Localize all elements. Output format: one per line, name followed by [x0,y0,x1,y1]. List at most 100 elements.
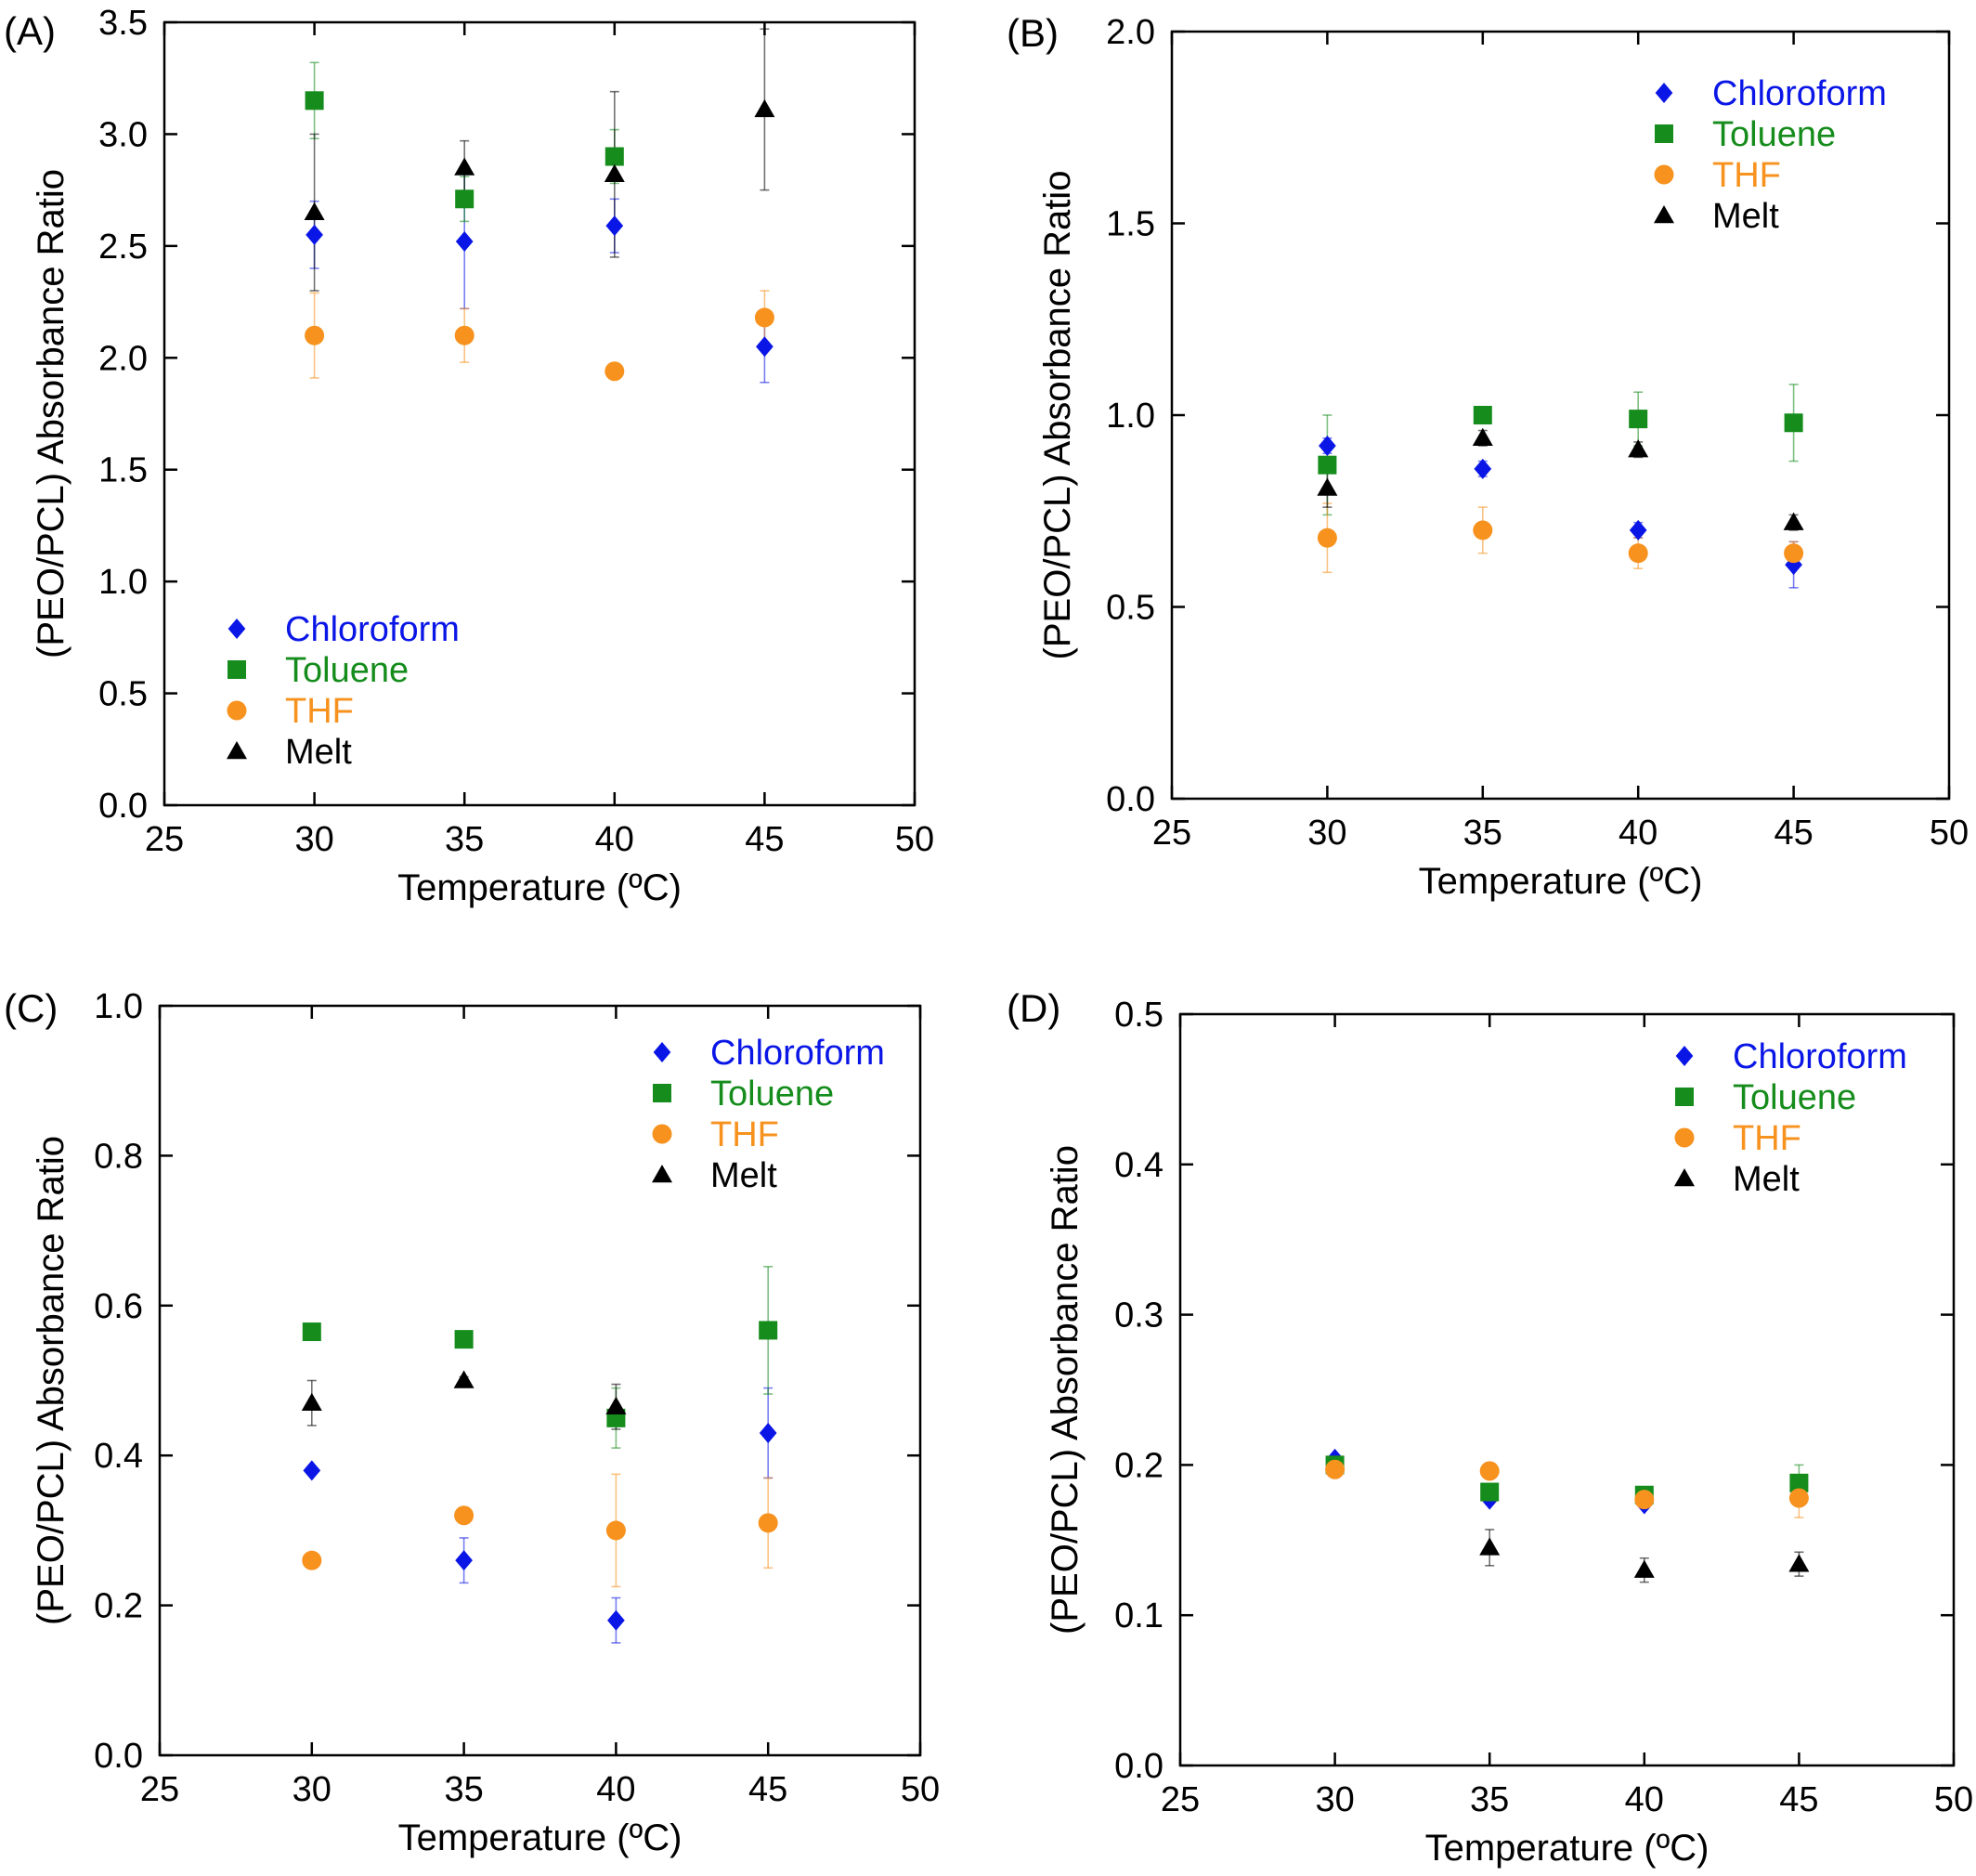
melt-point [453,1370,474,1388]
x-tick-label: 25 [145,820,184,859]
y-tick-label: 0.2 [94,1587,143,1626]
y-tick-label: 1.5 [98,451,148,490]
y-tick-label: 0.4 [1114,1146,1164,1185]
panel-b: (B) 25 30 35 40 45 50 0.0 0.5 1.0 1.5 2.0 Temperatur… [1007,11,1969,902]
melt-point [1633,1559,1655,1578]
melt-point [605,1396,627,1414]
chloroform-point [759,1422,777,1443]
melt-point [1788,1554,1810,1572]
melt-point [1472,427,1493,447]
melt-point [1317,477,1338,496]
y-tick-label: 0.6 [94,1287,143,1326]
x-tick-label: 50 [1934,1780,1973,1819]
toluene-point [1480,1482,1500,1502]
legend-melt-marker [1674,1168,1695,1187]
legend-thf-label: THF [710,1115,779,1154]
x-tick-label: 45 [748,1770,787,1809]
x-tick-label: 25 [1152,814,1191,853]
x-axis-label: Temperature (ºC) [397,867,682,908]
y-tick-label: 0.5 [98,675,148,714]
legend-toluene-marker [653,1084,671,1102]
melt-point [301,1392,322,1411]
chloroform-point [1319,436,1336,457]
y-tick-label: 0.8 [94,1137,143,1176]
x-tick-label: 30 [294,820,333,859]
melt-point [1628,439,1649,458]
toluene-point [302,1322,321,1342]
x-tick-label: 30 [1315,1780,1354,1819]
x-tick-label: 35 [1463,814,1502,853]
legend-chloroform-label: Chloroform [1712,74,1887,113]
chloroform-point [605,215,624,237]
y-tick-label: 0.0 [1106,780,1155,819]
melt-point [1479,1537,1501,1556]
melt-point [604,163,625,183]
legend-toluene-label: Toluene [1712,115,1836,154]
toluene-point [455,189,474,209]
x-axis-label: Temperature (ºC) [1419,861,1703,902]
y-tick-label: 0.0 [98,787,148,826]
y-tick-label: 1.0 [1106,397,1155,436]
legend-toluene-label: Toluene [710,1075,834,1114]
legend-thf-label: THF [285,692,354,731]
legend-thf-marker [1674,1127,1695,1148]
panel-a: (A) 25 30 35 40 45 50 0.0 0.5 1.0 1.5 2.0 2.5 3.0 3.5 T… [4,4,934,908]
legend-chloroform-label: Chloroform [1733,1037,1907,1076]
y-tick-label: 1.0 [94,987,143,1026]
x-tick-label: 35 [444,1770,483,1809]
plot-frame [158,1004,922,1757]
legend-thf-label: THF [1712,156,1781,195]
y-tick-label: 0.2 [1114,1446,1164,1485]
x-tick-label: 25 [1161,1780,1200,1819]
melt-point [1783,512,1804,530]
chloroform-point [1629,519,1647,541]
toluene-point [1473,406,1492,424]
thf-point [754,307,774,328]
legend-toluene-marker [1655,124,1673,143]
legend-toluene-label: Toluene [285,651,409,690]
legend-chloroform-marker [228,619,246,639]
toluene-point [1629,410,1648,429]
x-tick-label: 30 [1307,814,1346,853]
y-tick-label: 1.5 [1106,205,1155,244]
y-tick-label: 3.0 [98,115,148,154]
legend-toluene-label: Toluene [1733,1078,1856,1117]
x-tick-label: 50 [1930,814,1969,853]
melt-point [454,157,475,176]
thf-point [302,1550,322,1570]
legend-toluene-marker [1675,1088,1694,1106]
x-tick-label: 40 [1625,1780,1664,1819]
legend-chloroform-marker [1655,83,1673,103]
panel-d: (D) 25 30 35 40 45 50 0.0 0.1 0.2 0.3 0.4 0.5 Tempera… [1007,986,1973,1869]
y-tick-label: 3.5 [98,4,148,43]
chloroform-point [607,1609,625,1631]
legend-chloroform-label: Chloroform [710,1034,885,1073]
thf-point [605,1520,626,1541]
legend-melt-label: Melt [710,1156,777,1195]
thf-point [1317,528,1337,548]
y-tick-label: 0.0 [1114,1747,1164,1786]
y-tick-label: 2.0 [1106,13,1155,52]
legend-thf-marker [227,700,247,721]
thf-point [758,1513,778,1533]
x-tick-label: 40 [596,1770,635,1809]
panel-c-label: (C) [4,986,58,1030]
x-tick-label: 40 [1618,814,1658,853]
legend-melt-label: Melt [1712,197,1779,236]
plot-frame [162,20,916,807]
y-axis-label: (PEO/PCL) Absorbance Ratio [31,1136,72,1625]
x-tick-label: 35 [1470,1780,1509,1819]
thf-point [454,1505,474,1526]
thf-point [604,361,625,382]
legend-toluene-marker [228,660,246,679]
legend-chloroform-marker [1675,1046,1694,1066]
legend-chloroform-label: Chloroform [285,610,460,649]
x-tick-label: 40 [595,820,634,859]
y-tick-label: 0.1 [1114,1596,1164,1635]
panel-c: (C) 25 30 35 40 45 50 0.0 0.2 0.4 0.6 0.8 1.0 Tempera… [4,986,940,1858]
panel-d-label: (D) [1007,986,1060,1030]
